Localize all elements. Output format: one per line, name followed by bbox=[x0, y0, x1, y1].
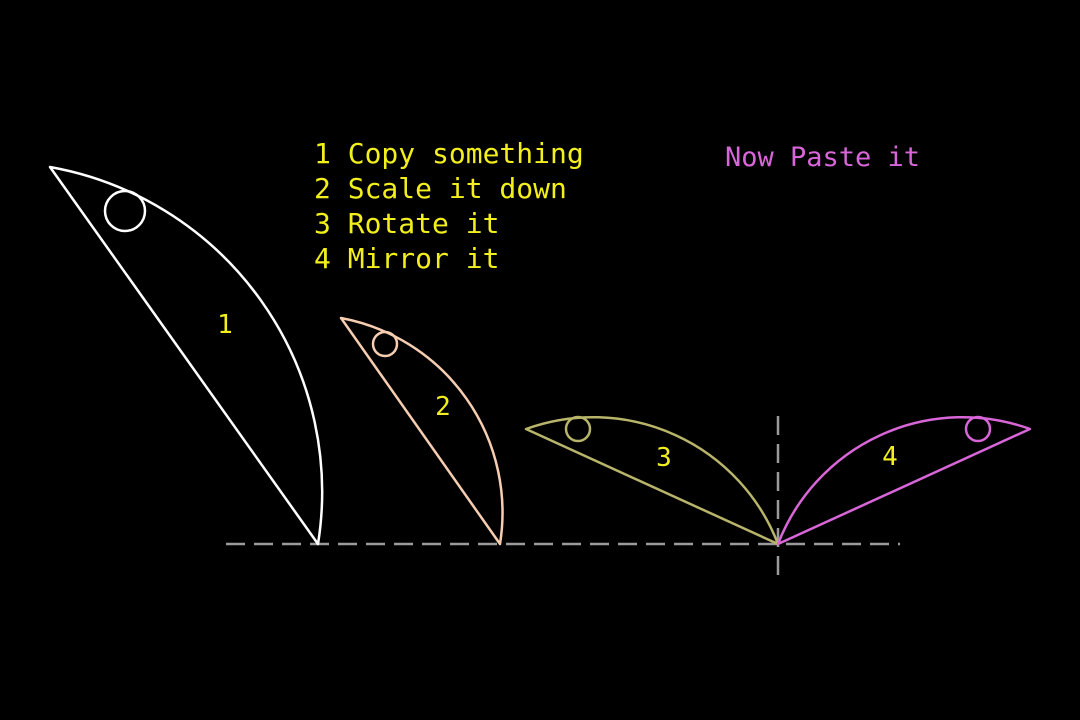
shape-label-2: 2 bbox=[435, 392, 451, 422]
shape-mirrored-outline bbox=[776, 415, 1032, 546]
shape-original-outline bbox=[48, 165, 324, 546]
shape-original bbox=[48, 165, 324, 546]
shape-scaled-outline bbox=[339, 316, 504, 546]
paste-prompt: Now Paste it bbox=[725, 142, 920, 173]
shape-original-eye bbox=[103, 189, 147, 233]
shape-mirrored-eye bbox=[964, 415, 992, 443]
step-4: 4 Mirror it bbox=[314, 242, 499, 275]
shape-rotated-eye bbox=[564, 415, 592, 443]
step-1: 1 Copy something bbox=[314, 137, 584, 170]
shape-rotated-outline bbox=[524, 415, 780, 546]
shape-rotated bbox=[524, 415, 780, 546]
shape-scaled-eye bbox=[371, 330, 399, 358]
shape-label-4: 4 bbox=[882, 442, 898, 472]
step-2: 2 Scale it down bbox=[314, 172, 567, 205]
shape-mirrored bbox=[776, 415, 1032, 546]
shape-label-1: 1 bbox=[217, 310, 233, 340]
shape-label-3: 3 bbox=[656, 443, 672, 473]
steps-list: 1 Copy something 2 Scale it down 3 Rotat… bbox=[314, 137, 584, 275]
shape-scaled bbox=[339, 316, 504, 546]
step-3: 3 Rotate it bbox=[314, 207, 499, 240]
